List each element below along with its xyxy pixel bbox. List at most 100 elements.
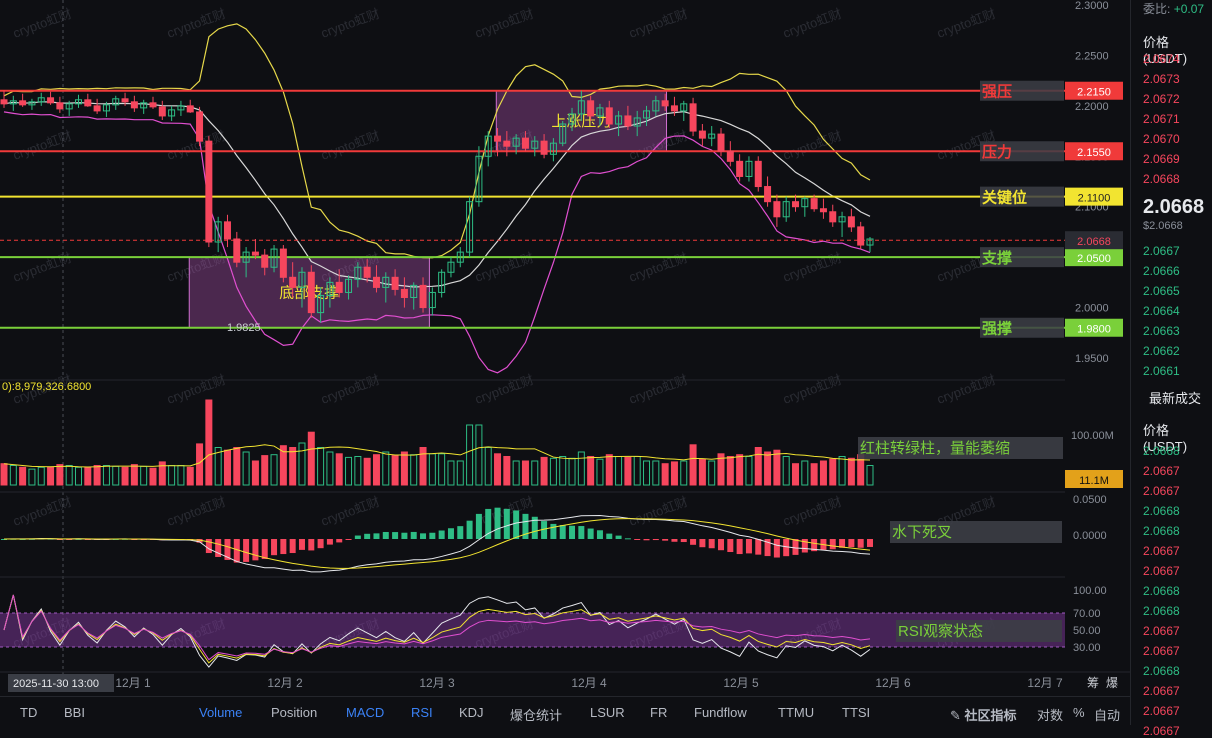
candle-body [726, 150, 734, 162]
macd-bar [513, 510, 520, 539]
macd-bar [447, 528, 454, 539]
bb-lower-line [3, 111, 871, 374]
volume-bar [168, 465, 176, 486]
rsi-annotation: RSI观察状态 [898, 622, 983, 640]
ask-price: 2.0671 [1143, 112, 1180, 126]
trade-price: 2.0667 [1143, 684, 1180, 698]
volume-bar [214, 447, 222, 486]
current-price-bg [1065, 231, 1123, 250]
volume-bar [9, 465, 17, 486]
annotation-bg [858, 437, 1063, 459]
macd-bar [848, 539, 855, 548]
candle-body [829, 211, 837, 223]
rsi-line [3, 594, 871, 661]
candle-body [447, 261, 455, 273]
candle-body [307, 271, 315, 314]
candle-body [326, 281, 334, 296]
macd-bar [401, 532, 408, 539]
watermark: crypto虹财 [627, 250, 690, 285]
tab-rsi[interactable]: RSI [411, 705, 433, 720]
candle-body [279, 248, 287, 278]
candle-body [233, 238, 241, 263]
volume-current: 11.1M [1079, 475, 1109, 487]
watermark: crypto虹财 [781, 372, 844, 407]
volume-bar [689, 444, 697, 486]
percent-toggle[interactable]: % [1073, 705, 1085, 720]
macd-bar [196, 539, 203, 543]
trade-price: 2.0667 [1143, 644, 1180, 658]
watermark: crypto虹财 [935, 372, 998, 407]
candle-body [438, 271, 446, 293]
tab-爆仓统计[interactable]: 爆仓统计 [510, 708, 563, 723]
candle-body [698, 130, 706, 139]
candle-body [9, 100, 17, 105]
price-axis-tick: 2.2500 [1075, 50, 1109, 62]
volume-bar [549, 457, 557, 486]
candle-body [354, 266, 362, 280]
watermark: crypto虹财 [627, 494, 690, 529]
candle-body [298, 271, 306, 288]
volume-bar [643, 460, 651, 486]
volume-bar [438, 453, 446, 486]
rsi-tick: 50.00 [1073, 625, 1101, 637]
auto-toggle[interactable]: 自动 [1094, 708, 1121, 723]
tab-fr[interactable]: FR [650, 705, 668, 720]
trades-title[interactable]: 最新成交 [1149, 391, 1202, 406]
volume-bar [698, 458, 706, 486]
candlestick-chart[interactable]: crypto虹财 crypto虹财 crypto虹财 crypto虹财 crypto虹财… [0, 0, 1130, 696]
box-label: 上涨压力 [551, 113, 611, 130]
trade-price: 2.0667 [1143, 464, 1180, 478]
macd-bar [792, 539, 799, 555]
tab-lsur[interactable]: LSUR [590, 705, 625, 720]
watermark: crypto虹财 [473, 372, 536, 407]
volume-bar [764, 451, 772, 486]
volume-bar [633, 456, 641, 486]
candle-body [587, 100, 595, 117]
community-indicator-button[interactable]: ✎ 社区指标 [950, 708, 1017, 723]
trade-price: 2.0668 [1143, 524, 1180, 538]
macd-bar [736, 539, 743, 555]
candle-body [205, 140, 213, 243]
tab-ttsi[interactable]: TTSI [842, 705, 871, 720]
macd-bar [289, 539, 296, 554]
volume-bar [754, 447, 762, 486]
tab-kdj[interactable]: KDJ [459, 705, 484, 720]
macd-bar [354, 535, 361, 539]
watermark: crypto虹财 [319, 6, 382, 41]
volume-bar [121, 466, 129, 486]
price-axis-tick: 2.2000 [1075, 101, 1109, 113]
ask-price: 2.0669 [1143, 152, 1180, 166]
watermark: crypto虹财 [165, 372, 228, 407]
macd-bar [783, 539, 790, 557]
macd-dea-line [3, 518, 871, 569]
trade-price: 2.0667 [1143, 624, 1180, 638]
volume-bar [559, 456, 567, 486]
macd-bar [662, 539, 669, 541]
tab-ttmu[interactable]: TTMU [778, 705, 815, 720]
macd-bar [392, 532, 399, 539]
level-label: 强压 [982, 84, 1012, 101]
volume-bar [158, 461, 166, 486]
time-label: 12月 5 [723, 676, 759, 690]
volume-bar [37, 466, 45, 486]
candle-body [242, 251, 250, 263]
price-header: 价格(USDT) [1143, 35, 1188, 66]
volume-bar [47, 466, 55, 486]
trade-price: 2.0667 [1143, 544, 1180, 558]
candle-body [400, 288, 408, 298]
tab-fundflow[interactable]: Fundflow [694, 705, 747, 720]
log-toggle[interactable]: 对数 [1037, 708, 1064, 723]
tab-volume[interactable]: Volume [199, 705, 243, 720]
candle-body [19, 100, 27, 106]
level-tag-bg [980, 141, 1064, 162]
tab-td[interactable]: TD [20, 705, 38, 720]
volume-bar [74, 466, 82, 486]
watermark: crypto虹财 [627, 372, 690, 407]
candle-body [168, 109, 176, 117]
tab-bbi[interactable]: BBI [64, 705, 85, 720]
volume-bar [792, 463, 800, 486]
tab-macd[interactable]: MACD [346, 705, 385, 720]
volume-bar [28, 468, 36, 486]
tab-position[interactable]: Position [271, 705, 318, 720]
volume-bar [56, 464, 64, 486]
